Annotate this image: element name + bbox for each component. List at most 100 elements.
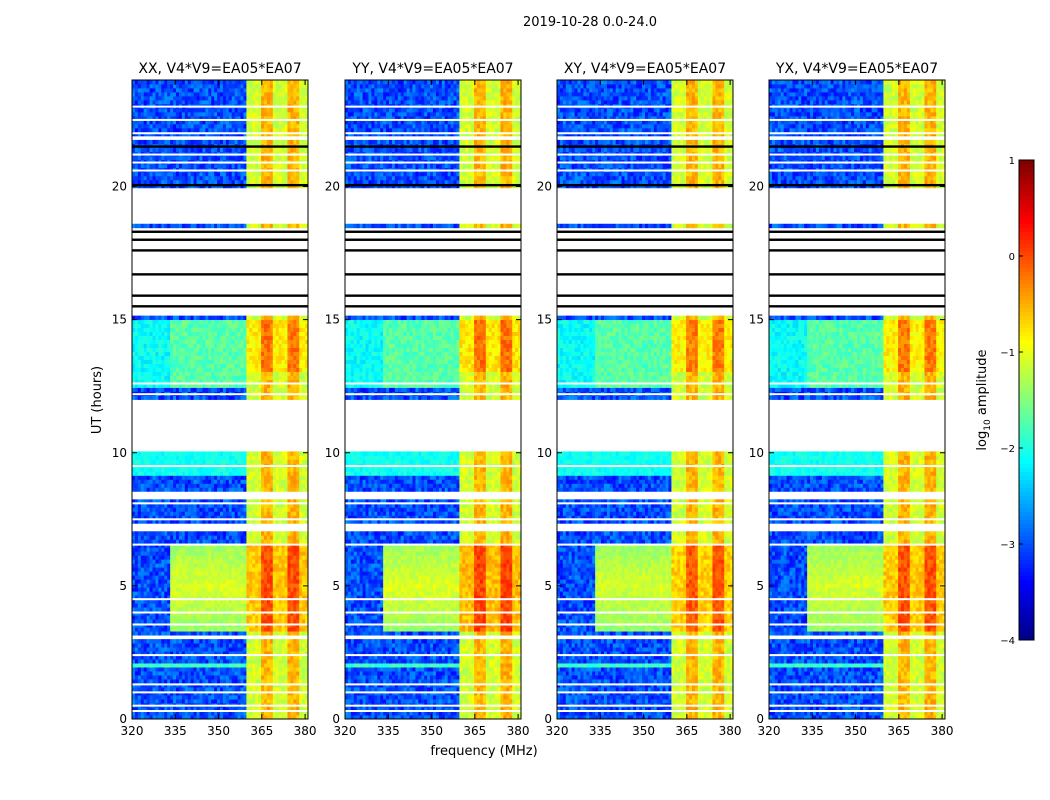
heat-cell — [194, 647, 197, 651]
heat-cell — [252, 671, 255, 675]
heat-cell — [194, 667, 197, 671]
heat-cell — [285, 667, 288, 671]
heat-cell — [170, 679, 173, 683]
heat-cell — [194, 639, 197, 643]
heat-cell — [176, 671, 179, 675]
heat-cell — [252, 647, 255, 651]
heat-cell — [279, 667, 282, 671]
heat-cell — [217, 679, 220, 683]
heat-cell — [252, 695, 255, 699]
heat-cell — [138, 639, 141, 643]
heat-cell — [246, 663, 249, 667]
heat-cell — [243, 663, 246, 667]
heat-cell — [243, 631, 246, 635]
heat-cell — [144, 675, 147, 679]
heat-cell — [208, 675, 211, 679]
heat-cell — [220, 643, 223, 647]
heat-cell — [185, 643, 188, 647]
heat-cell — [279, 643, 282, 647]
heat-cell — [197, 663, 200, 667]
heat-cell — [285, 675, 288, 679]
heat-cell — [243, 639, 246, 643]
heat-cell — [252, 631, 255, 635]
heat-cell — [176, 639, 179, 643]
heat-cell — [267, 679, 270, 683]
heat-cell — [287, 647, 290, 651]
heat-cell — [185, 627, 188, 631]
heat-cell — [226, 643, 229, 647]
heat-cell — [261, 695, 264, 699]
heat-cell — [164, 679, 167, 683]
heat-cell — [205, 675, 208, 679]
heat-cell — [147, 679, 150, 683]
heat-cell — [290, 659, 293, 663]
heat-cell — [255, 639, 258, 643]
heat-cell — [264, 627, 267, 631]
heat-cell — [296, 647, 299, 651]
heat-cell — [302, 659, 305, 663]
heat-cell — [282, 659, 285, 663]
heat-cell — [255, 643, 258, 647]
heat-cell — [170, 671, 173, 675]
heat-cell — [138, 659, 141, 663]
heat-cell — [285, 647, 288, 651]
heat-cell — [287, 687, 290, 691]
heat-cell — [164, 675, 167, 679]
heat-cell — [185, 667, 188, 671]
heat-cell — [150, 679, 153, 683]
heat-cell — [258, 631, 261, 635]
heat-cell — [191, 639, 194, 643]
heat-cell — [158, 671, 161, 675]
heat-cell — [173, 667, 176, 671]
heat-cell — [279, 687, 282, 691]
heat-cell — [229, 639, 232, 643]
heat-cell — [232, 671, 235, 675]
heat-cell — [182, 679, 185, 683]
heat-cell — [264, 659, 267, 663]
heat-cell — [258, 699, 261, 703]
heat-cell — [226, 699, 229, 703]
heat-cell — [214, 699, 217, 703]
heat-cell — [270, 663, 273, 667]
heat-cell — [179, 659, 182, 663]
heat-cell — [197, 695, 200, 699]
heat-cell — [285, 627, 288, 631]
heat-cell — [261, 631, 264, 635]
heat-cell — [182, 671, 185, 675]
heat-cell — [217, 687, 220, 691]
heat-cell — [191, 679, 194, 683]
heat-cell — [296, 643, 299, 647]
heat-cell — [246, 687, 249, 691]
heat-cell — [282, 679, 285, 683]
heat-cell — [199, 639, 202, 643]
heat-cell — [208, 663, 211, 667]
heat-cell — [293, 659, 296, 663]
heat-cell — [249, 663, 252, 667]
heat-cell — [202, 667, 205, 671]
heat-cell — [182, 675, 185, 679]
heat-cell — [147, 695, 150, 699]
heat-cell — [167, 647, 170, 651]
heat-cell — [182, 647, 185, 651]
heat-cell — [273, 643, 276, 647]
heat-cell — [299, 663, 302, 667]
heat-cell — [238, 671, 241, 675]
heat-cell — [176, 643, 179, 647]
heat-cell — [279, 695, 282, 699]
heat-cell — [167, 699, 170, 703]
heat-cell — [197, 687, 200, 691]
heat-cell — [235, 675, 238, 679]
heat-cell — [197, 631, 200, 635]
heat-cell — [252, 659, 255, 663]
heat-cell — [267, 627, 270, 631]
heat-cell — [150, 647, 153, 651]
heat-cell — [290, 679, 293, 683]
heat-cell — [176, 659, 179, 663]
heat-cell — [150, 643, 153, 647]
heat-cell — [282, 699, 285, 703]
heat-cell — [290, 699, 293, 703]
heat-cell — [167, 687, 170, 691]
heat-cell — [279, 659, 282, 663]
heat-cell — [211, 695, 214, 699]
heat-cell — [135, 671, 138, 675]
